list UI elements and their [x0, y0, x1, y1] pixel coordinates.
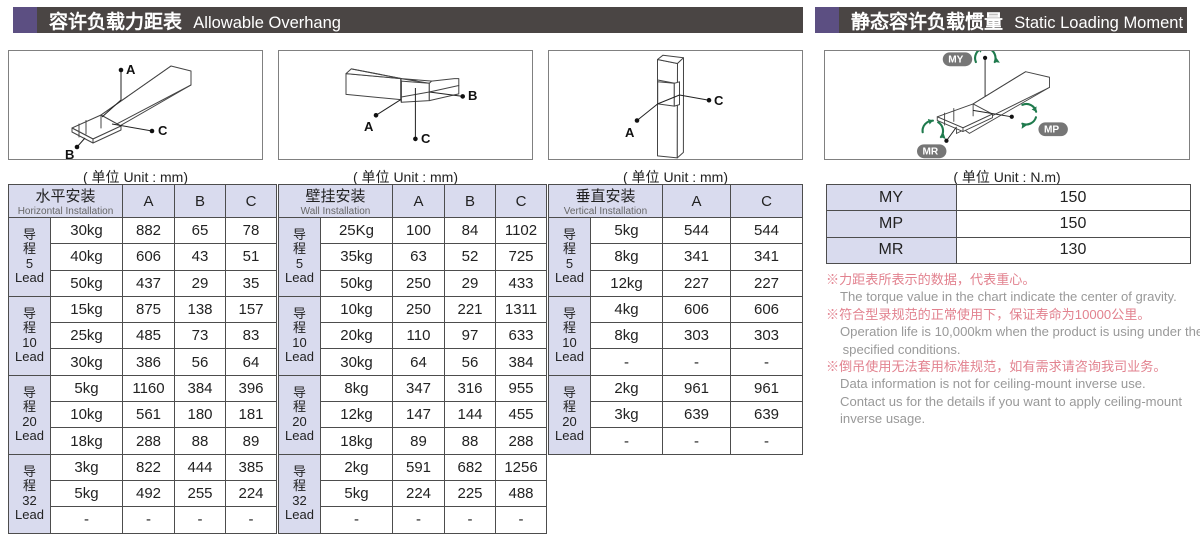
svg-text:A: A — [625, 125, 635, 140]
svg-text:MR: MR — [923, 147, 939, 158]
svg-text:MP: MP — [1044, 124, 1059, 135]
svg-text:A: A — [364, 119, 374, 134]
svg-text:B: B — [468, 88, 477, 103]
svg-text:C: C — [158, 123, 168, 138]
svg-text:C: C — [714, 93, 724, 108]
svg-text:MY: MY — [948, 55, 963, 66]
svg-text:A: A — [126, 62, 136, 77]
svg-text:B: B — [65, 147, 74, 161]
svg-text:C: C — [421, 131, 431, 146]
